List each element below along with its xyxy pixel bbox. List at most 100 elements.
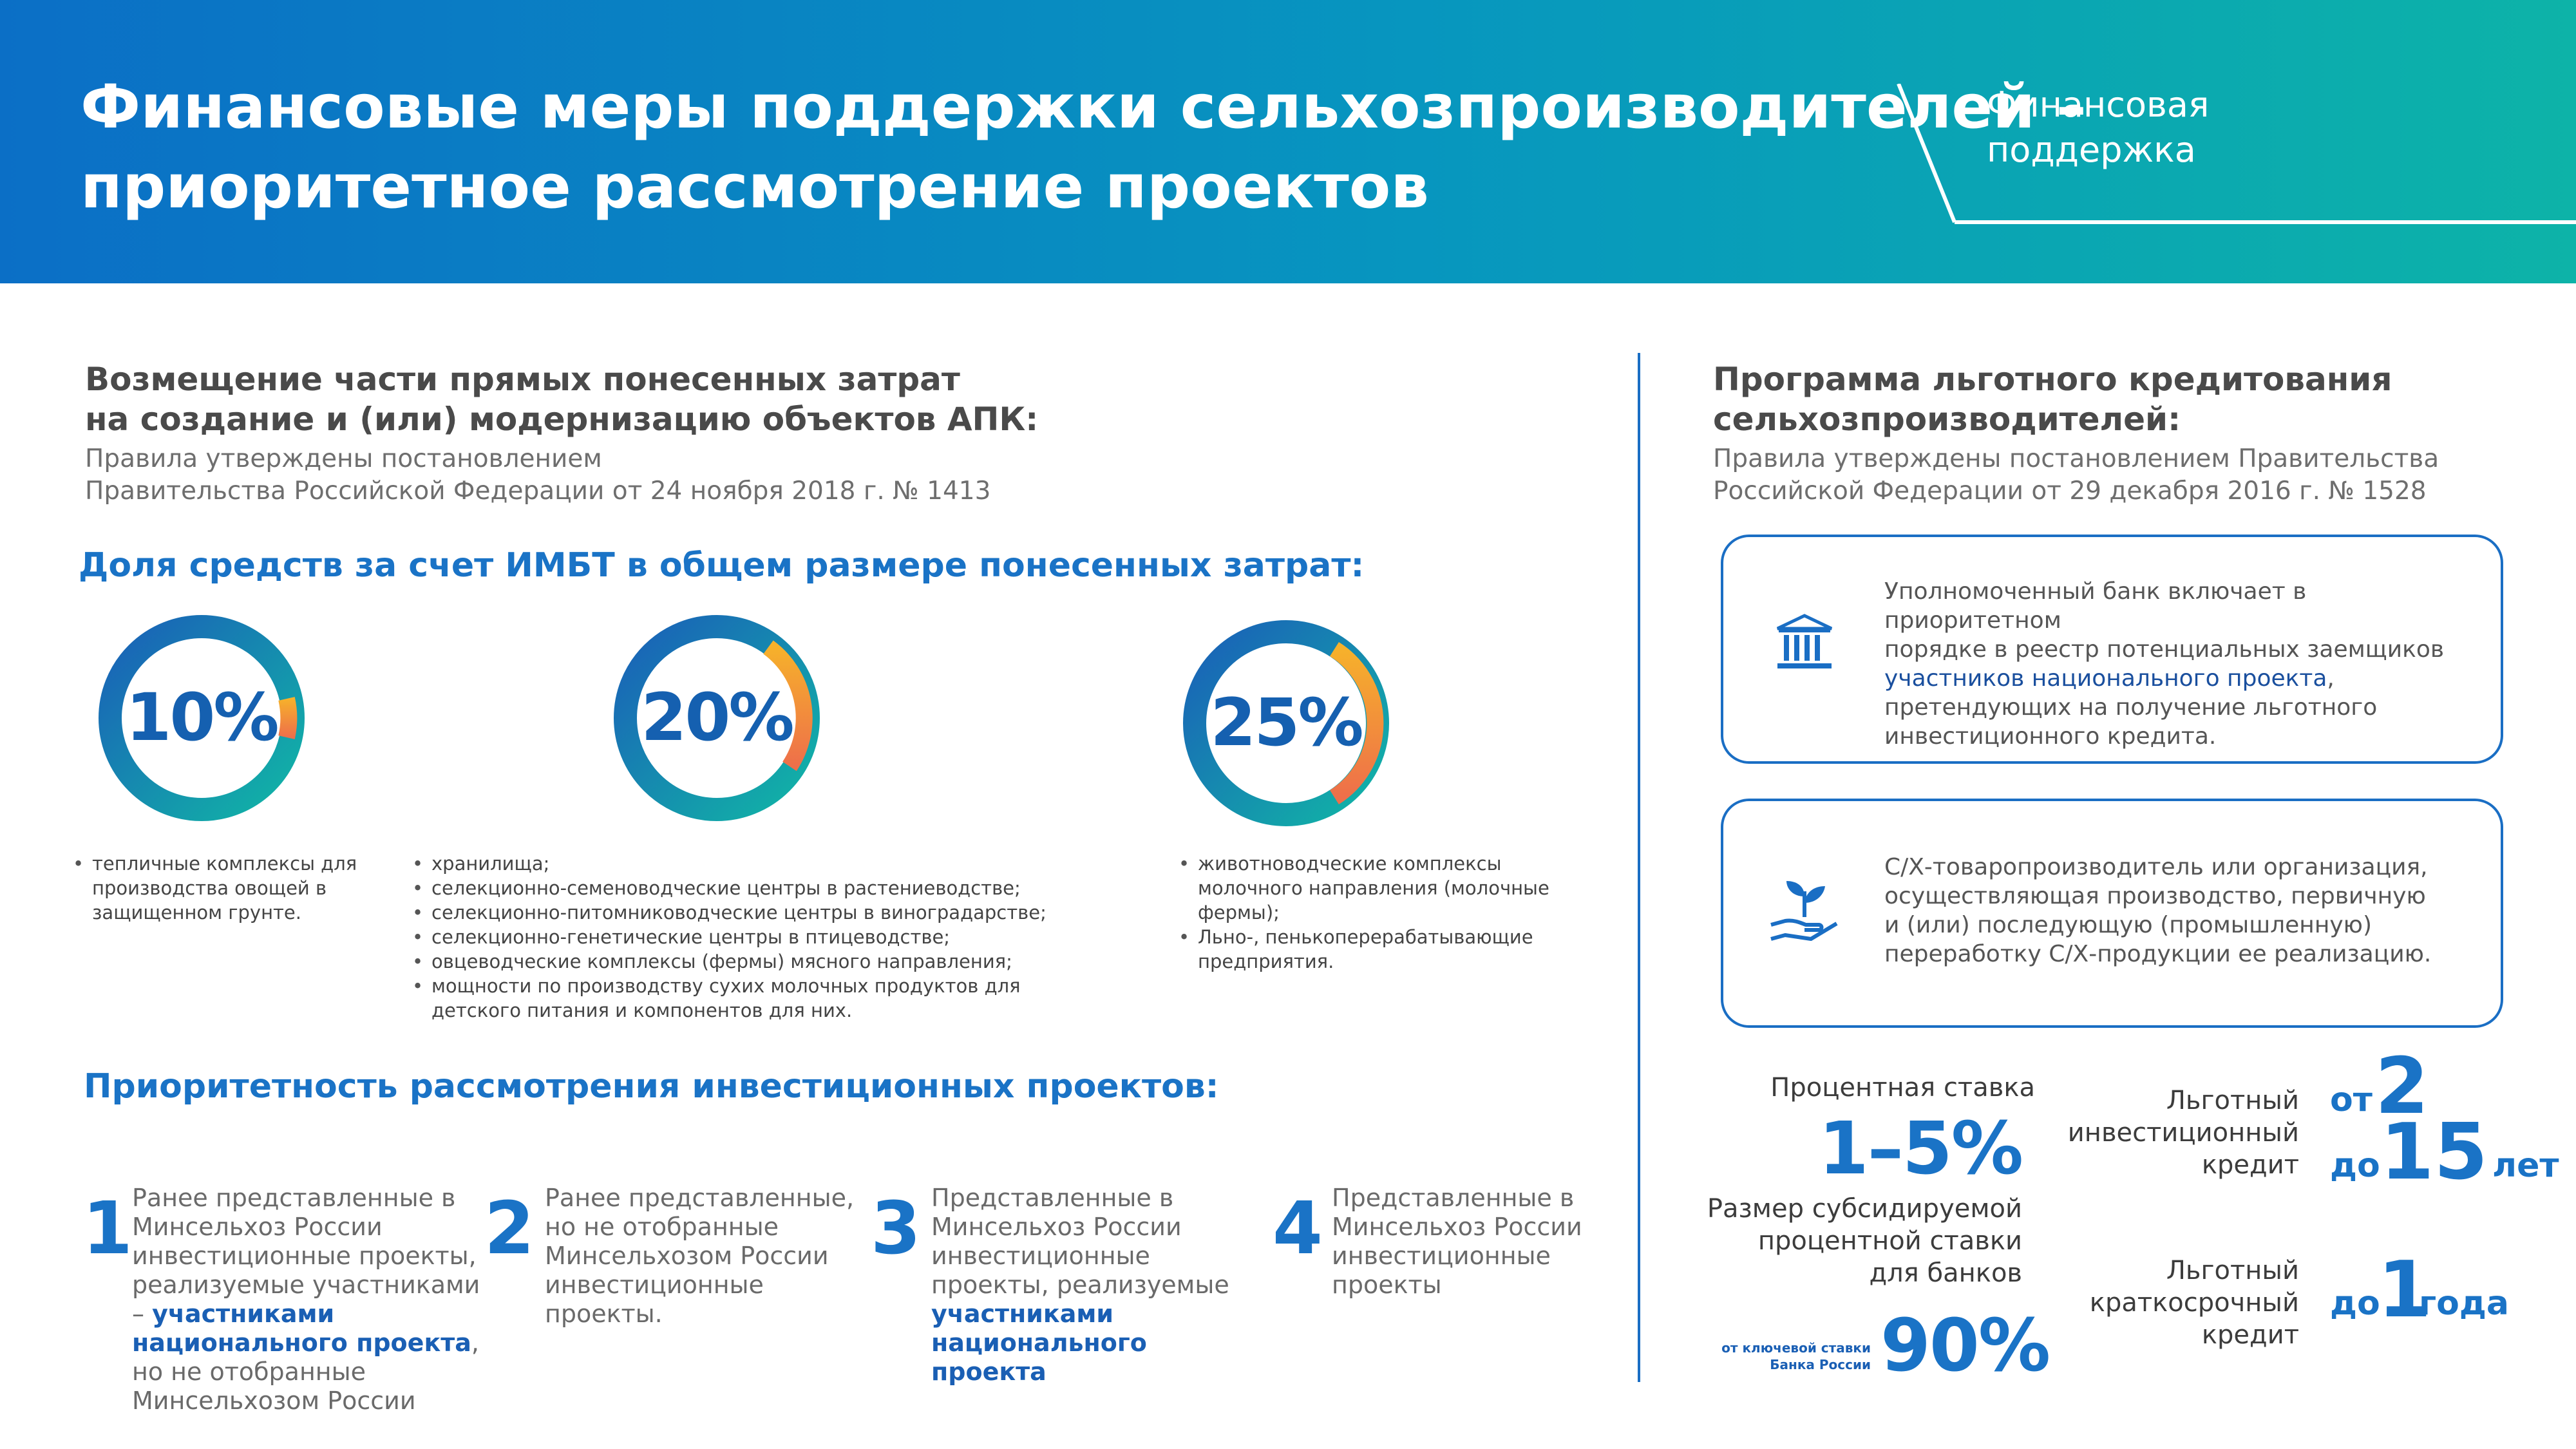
donut-10-value: 10% <box>126 679 279 756</box>
priority-1-plain: Ранее представленные в Минсельхоз России… <box>132 1184 480 1328</box>
credit-sub-line1: Правила утверждены постановлением Правит… <box>1713 444 2439 473</box>
priority-3-bold: участниками национального проекта <box>931 1300 1147 1386</box>
invest-label-line1: Льготный <box>2166 1086 2299 1115</box>
subsidy-label-line2: процентной ставки <box>1757 1226 2022 1256</box>
column-divider <box>1638 353 1640 1382</box>
producer-text: С/Х-товаропроизводитель или организация,… <box>1884 853 2477 969</box>
subsidy-value: 90% <box>1880 1304 2050 1388</box>
subsidy-label-line3: для банков <box>1869 1258 2022 1288</box>
donut-10-list: тепличные комплексы для производства ово… <box>73 851 375 925</box>
credit-sub-line2: Российской Федерации от 29 декабря 2016 … <box>1713 477 2427 506</box>
priority-1-bold: участниками национального проекта <box>132 1300 471 1357</box>
donut-20-value: 20% <box>641 679 794 756</box>
donut-25: 25% <box>1180 617 1392 829</box>
list-item: мощности по производству сухих молочных … <box>412 974 1095 1023</box>
list-item: животноводческие комплексы молочного нап… <box>1179 851 1578 925</box>
rate-value: 1–5% <box>1818 1107 2023 1191</box>
share-title: Доля средств за счет ИМБТ в общем размер… <box>79 546 1365 585</box>
box1-line3-bold: участников национального проекта <box>1884 665 2327 692</box>
short-unit: года <box>2419 1284 2509 1323</box>
invest-unit: лет <box>2492 1146 2559 1185</box>
compensation-subtitle: Правила утверждены постановлением Правит… <box>85 443 990 507</box>
short-label-line1: Льготный <box>2166 1256 2299 1285</box>
producer-box: С/Х-товаропроизводитель или организация,… <box>1721 799 2503 1028</box>
short-credit-label: Льготный краткосрочный кредит <box>2061 1255 2299 1351</box>
invest-label-line2: инвестиционный <box>2067 1118 2299 1148</box>
donut-25-list: животноводческие комплексы молочного нап… <box>1179 851 1578 974</box>
short-to-word: до <box>2330 1284 2380 1323</box>
header-underline <box>1955 220 2576 224</box>
credit-title-line1: Программа льготного кредитования <box>1713 361 2392 398</box>
page-title: Финансовые меры поддержки сельхозпроизво… <box>80 68 2087 227</box>
priority-1-number: 1 <box>82 1187 133 1271</box>
priority-1-text: Ранее представленные в Минсельхоз России… <box>132 1184 493 1416</box>
priority-2-plain: Ранее представленные, но не отобранные М… <box>545 1184 855 1328</box>
box1-line5: инвестиционного кредита. <box>1884 723 2217 750</box>
donut-20: 20% <box>611 612 823 824</box>
compensation-title-line1: Возмещение части прямых понесенных затра… <box>85 361 960 398</box>
bank-priority-text: Уполномоченный банк включает в приоритет… <box>1884 577 2477 751</box>
credit-program-subtitle: Правила утверждены постановлением Правит… <box>1713 443 2439 507</box>
list-item: селекционно-генетические центры в птицев… <box>412 925 1095 949</box>
invest-from-word: от <box>2330 1081 2372 1119</box>
priority-3-number: 3 <box>871 1187 921 1271</box>
donut-20-list: хранилища; селекционно-семеноводческие ц… <box>412 851 1095 1023</box>
subsidy-label-line1: Размер субсидируемой <box>1707 1194 2022 1224</box>
slash-divider-icon <box>1897 84 1977 224</box>
box2-line2: осуществляющая производство, первичную <box>1884 883 2426 909</box>
section-label-line1: Финансовая <box>1987 84 2210 125</box>
donut-25-ring <box>1183 620 1389 826</box>
priority-1-plain2: , но не отобранные Минсельхозом России <box>132 1329 479 1415</box>
bank-icon <box>1776 614 1833 668</box>
priority-4-text: Представленные в Минсельхоз России инвес… <box>1332 1184 1602 1300</box>
short-label-line2: краткосрочный <box>2089 1288 2299 1318</box>
priority-4-plain: Представленные в Минсельхоз России инвес… <box>1332 1184 1582 1299</box>
donut-20-ring <box>614 615 820 821</box>
credit-title-line2: сельхозпроизводителей: <box>1713 401 2181 438</box>
donut-25-value: 25% <box>1210 685 1363 761</box>
subsidy-note-line1: от ключевой ставки <box>1721 1340 1871 1356</box>
box2-line1: С/Х-товаропроизводитель или организация, <box>1884 854 2428 880</box>
section-label-line2: поддержка <box>1987 129 2196 170</box>
invest-label-line3: кредит <box>2201 1150 2299 1180</box>
list-item: селекционно-питомниководческие центры в … <box>412 900 1095 925</box>
plant-hand-icon <box>1770 881 1838 941</box>
list-item: овцеводческие комплексы (фермы) мясного … <box>412 949 1095 974</box>
invest-to-word: до <box>2330 1146 2380 1185</box>
box2-line4: переработку С/Х-продукции ее реализацию. <box>1884 941 2432 967</box>
donut-10: 10% <box>95 612 308 824</box>
list-item: селекционно-семеноводческие центры в рас… <box>412 876 1095 900</box>
list-item: тепличные комплексы для производства ово… <box>73 851 375 925</box>
priority-3-plain: Представленные в Минсельхоз России инвес… <box>931 1184 1229 1299</box>
subsidy-note-line2: Банка России <box>1770 1357 1871 1372</box>
compensation-title: Возмещение части прямых понесенных затра… <box>85 359 1038 439</box>
box1-line3-rest: , <box>2327 665 2334 692</box>
donut-10-ring <box>99 615 305 821</box>
box1-line1: Уполномоченный банк включает в приоритет… <box>1884 578 2307 634</box>
page-title-line2: приоритетное рассмотрение проектов <box>80 152 1429 222</box>
priority-2-number: 2 <box>484 1187 535 1271</box>
list-item: хранилища; <box>412 851 1095 876</box>
bank-priority-box: Уполномоченный банк включает в приоритет… <box>1721 535 2503 764</box>
box2-line3: и (или) последующую (промышленную) <box>1884 912 2372 938</box>
subsidy-note: от ключевой ставки Банка России <box>1674 1340 1871 1373</box>
short-label-line3: кредит <box>2201 1320 2299 1350</box>
credit-program-title: Программа льготного кредитования сельхоз… <box>1713 359 2392 439</box>
box1-line4: претендующих на получение льготного <box>1884 694 2378 721</box>
compensation-title-line2: на создание и (или) модернизацию объекто… <box>85 401 1039 438</box>
invest-from-number: 2 <box>2375 1042 2429 1132</box>
rate-label: Процентная ставка <box>1770 1073 2035 1103</box>
compensation-sub-line2: Правительства Российской Федерации от 24… <box>85 477 991 506</box>
compensation-sub-line1: Правила утверждены постановлением <box>85 444 602 473</box>
priority-2-text: Ранее представленные, но не отобранные М… <box>545 1184 867 1329</box>
box1-line3: участников национального проекта, <box>1884 664 2477 693</box>
list-item: Льно-, пенькоперерабатывающие предприяти… <box>1179 925 1578 974</box>
subsidy-label: Размер субсидируемой процентной ставки д… <box>1674 1193 2022 1289</box>
header-banner: Финансовые меры поддержки сельхозпроизво… <box>0 0 2576 283</box>
section-label: Финансовая поддержка <box>1987 82 2209 173</box>
invest-to-number: 15 <box>2380 1108 2488 1197</box>
page-title-line1: Финансовые меры поддержки сельхозпроизво… <box>80 72 2087 142</box>
priority-4-number: 4 <box>1273 1187 1323 1271</box>
priority-title: Приоритетность рассмотрения инвестиционн… <box>84 1067 1219 1106</box>
invest-credit-label: Льготный инвестиционный кредит <box>2061 1084 2299 1181</box>
